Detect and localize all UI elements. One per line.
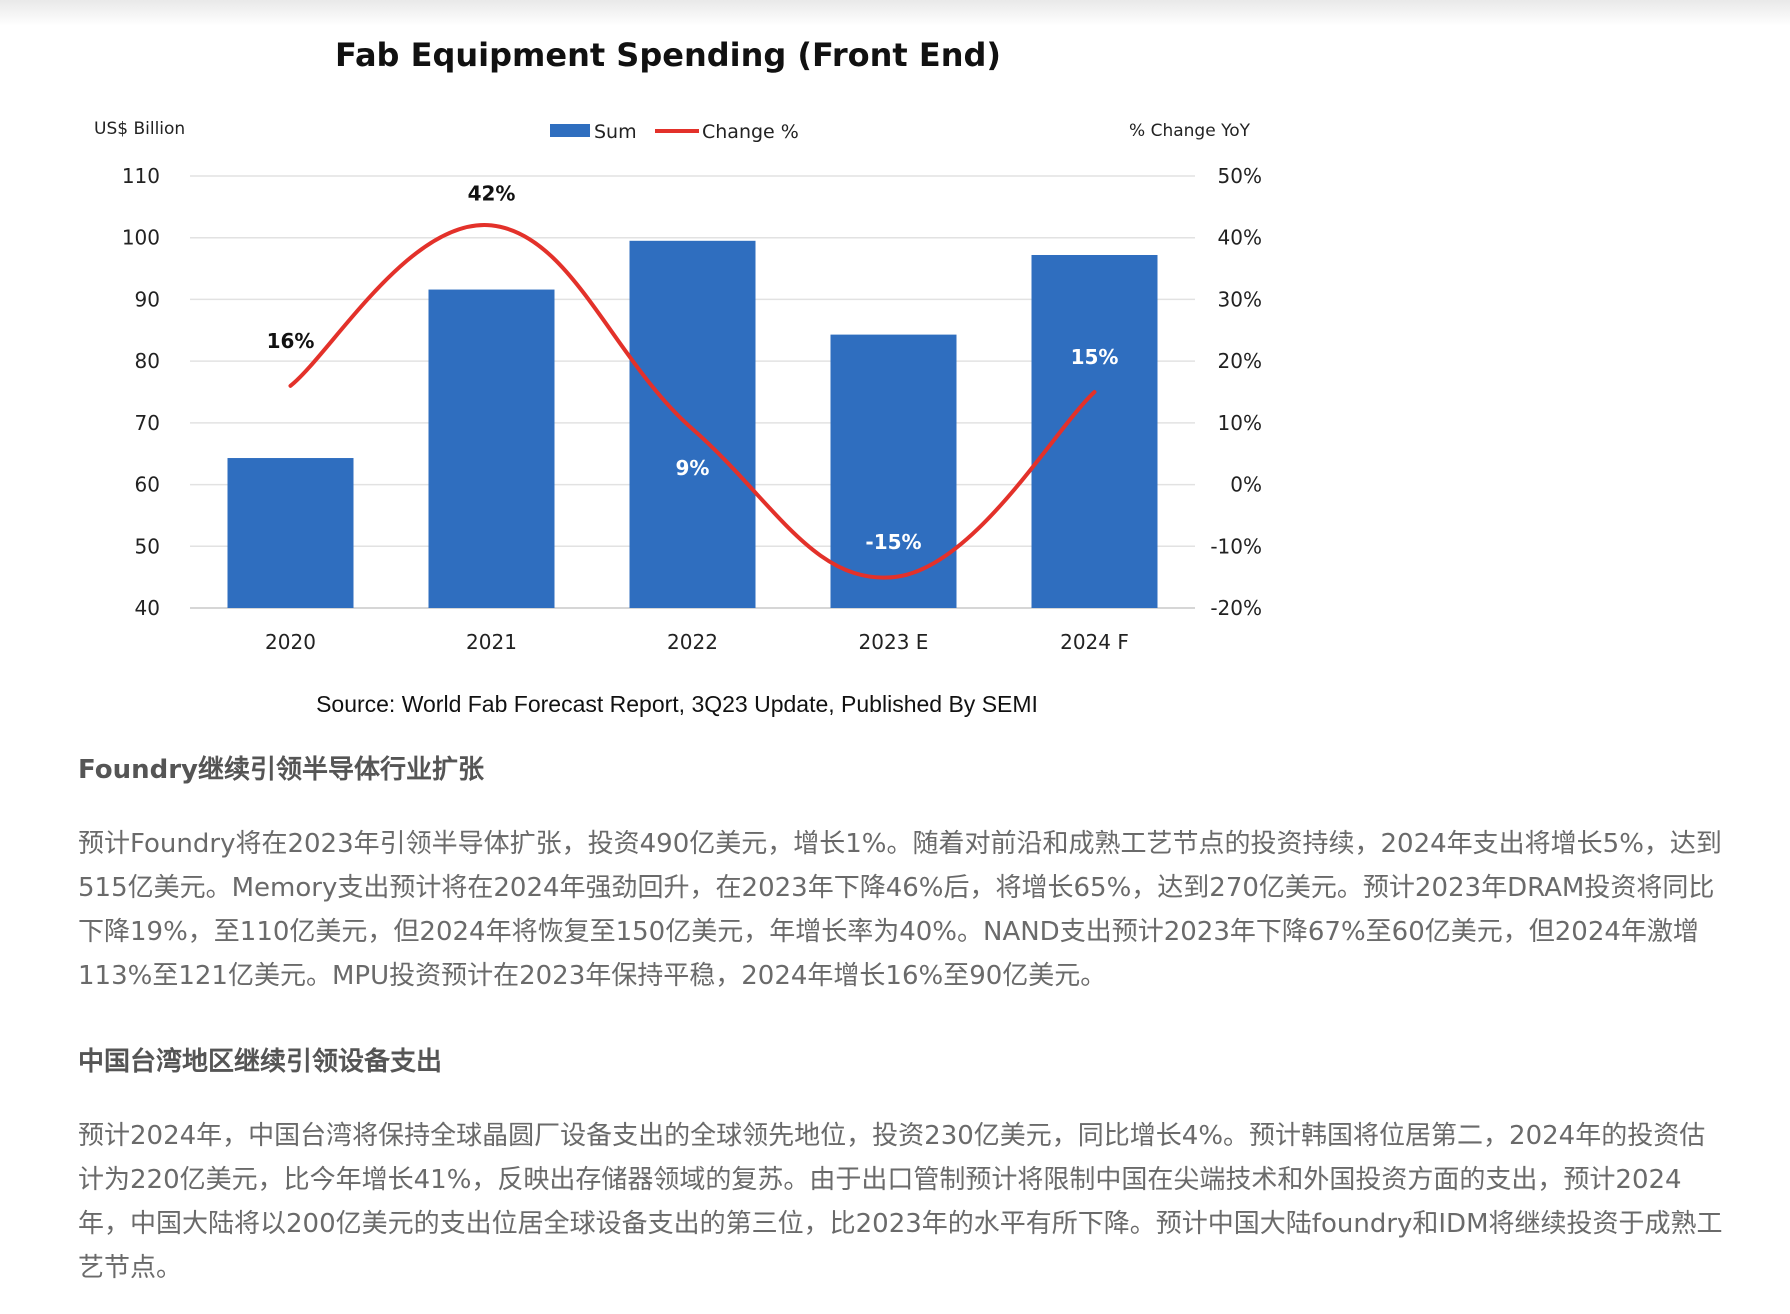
- y-left-tick-label: 70: [135, 411, 160, 435]
- y-left-label: US$ Billion: [94, 119, 185, 139]
- bar: [830, 334, 957, 608]
- bar: [227, 458, 354, 608]
- change-line-group: [288, 223, 1097, 580]
- x-tick-label: 2023 E: [859, 630, 929, 654]
- paragraph-taiwan: 预计2024年，中国台湾将保持全球晶圆厂设备支出的全球领先地位，投资230亿美元…: [78, 1121, 1723, 1283]
- data-label: -15%: [865, 530, 921, 554]
- y-right-tick-label: 50%: [1218, 164, 1262, 188]
- axes: 110 50% 100 40% 90 30% 80 20% 70 10% 60 0% 50 -10% 40 -…: [122, 164, 1262, 654]
- bar: [428, 289, 555, 608]
- y-right-tick-label: 0%: [1230, 473, 1262, 497]
- y-left-tick-label: 100: [122, 226, 160, 250]
- top-shadow: [0, 0, 1790, 26]
- legend-label-change: Change %: [702, 121, 799, 143]
- y-left-tick-label: 40: [135, 596, 160, 620]
- article: Foundry继续引领半导体行业扩张 预计Foundry将在2023年引领半导体…: [78, 750, 1728, 1290]
- data-label: 16%: [267, 329, 315, 353]
- data-label: 42%: [468, 181, 516, 205]
- legend-swatch-sum: [550, 124, 590, 137]
- x-tick-label: 2020: [265, 630, 316, 654]
- bars: [227, 240, 1158, 609]
- bar: [629, 240, 756, 609]
- paragraph-foundry: 预计Foundry将在2023年引领半导体扩张，投资490亿美元，增长1%。随着…: [78, 829, 1722, 991]
- chart-source: Source: World Fab Forecast Report, 3Q23 …: [316, 691, 1038, 717]
- y-left-tick-label: 110: [122, 164, 160, 188]
- data-label: 9%: [676, 456, 710, 480]
- y-left-tick-label: 90: [135, 287, 160, 311]
- y-left-tick-label: 50: [135, 534, 160, 558]
- y-left-tick-label: 80: [135, 349, 160, 373]
- y-right-tick-label: 30%: [1218, 287, 1262, 311]
- data-label: 15%: [1071, 345, 1119, 369]
- y-left-tick-label: 60: [135, 473, 160, 497]
- data-labels: 16% 42% 9% -15% 15%: [267, 181, 1119, 554]
- y-right-tick-label: 20%: [1218, 349, 1262, 373]
- y-right-tick-label: 40%: [1218, 226, 1262, 250]
- y-right-tick-label: -10%: [1210, 534, 1262, 558]
- legend: Sum Change %: [550, 121, 799, 143]
- y-right-label: % Change YoY: [1129, 121, 1251, 141]
- section-heading-foundry: Foundry继续引领半导体行业扩张: [78, 755, 484, 785]
- x-tick-label: 2022: [667, 630, 718, 654]
- y-right-tick-label: -20%: [1210, 596, 1262, 620]
- bar: [1031, 254, 1158, 608]
- y-right-tick-label: 10%: [1218, 411, 1262, 435]
- x-tick-label: 2021: [466, 630, 517, 654]
- change-line: [288, 223, 1097, 580]
- section-heading-taiwan: 中国台湾地区继续引领设备支出: [78, 1047, 443, 1077]
- chart: Fab Equipment Spending (Front End) US$ B…: [94, 36, 1262, 717]
- legend-label-sum: Sum: [594, 121, 637, 143]
- x-tick-label: 2024 F: [1060, 630, 1129, 654]
- chart-title: Fab Equipment Spending (Front End): [335, 36, 1001, 74]
